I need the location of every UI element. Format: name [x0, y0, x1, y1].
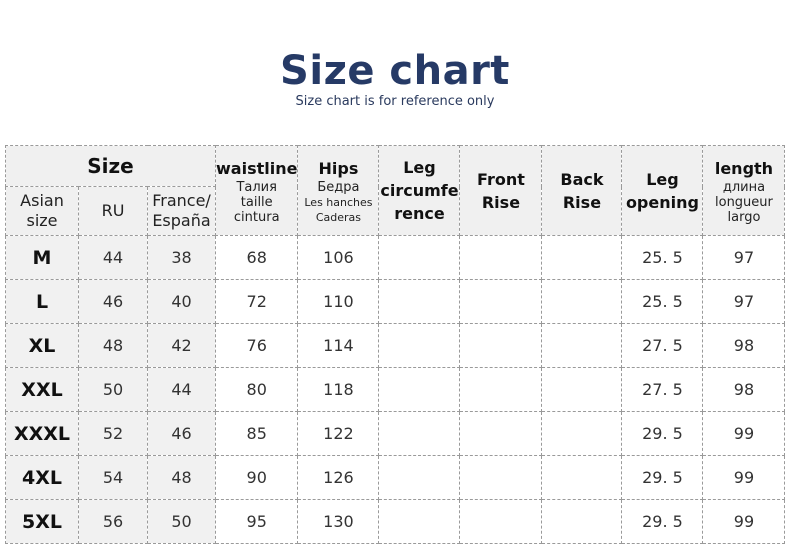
cell-leg-opening: 25. 5 — [621, 235, 704, 280]
cell-size: XXXL — [5, 411, 79, 456]
header-length: length длина longueur largo — [702, 145, 786, 236]
cell-size: XL — [5, 323, 79, 368]
cell-hips: 126 — [297, 455, 380, 500]
cell-length: 99 — [702, 499, 786, 544]
cell-front-rise — [459, 455, 543, 500]
header-asian-size: Asian size — [5, 186, 79, 236]
cell-back-rise — [541, 455, 623, 500]
cell-size: M — [5, 235, 79, 280]
cell-front-rise — [459, 411, 543, 456]
cell-leg-opening: 29. 5 — [621, 455, 704, 500]
cell-hips: 118 — [297, 367, 380, 412]
page-subtitle: Size chart is for reference only — [295, 94, 495, 109]
header-leg-opening: Leg opening — [621, 145, 704, 236]
cell-length: 98 — [702, 367, 786, 412]
header-ru: RU — [78, 186, 148, 236]
header-back-rise: Back Rise — [541, 145, 623, 236]
cell-length: 98 — [702, 323, 786, 368]
cell-france: 38 — [147, 235, 216, 280]
cell-front-rise — [459, 367, 543, 412]
cell-france: 50 — [147, 499, 216, 544]
cell-hips: 106 — [297, 235, 380, 280]
table-row: L 46 40 72 110 25. 5 97 — [5, 279, 786, 324]
cell-leg-opening: 29. 5 — [621, 499, 704, 544]
cell-leg-circ — [378, 323, 461, 368]
cell-back-rise — [541, 499, 623, 544]
cell-back-rise — [541, 279, 623, 324]
header-waistline: waistline Талия taille cintura — [214, 145, 299, 236]
table-row: 4XL 54 48 90 126 29. 5 99 — [5, 455, 786, 500]
cell-size: L — [5, 279, 79, 324]
cell-length: 97 — [702, 235, 786, 280]
cell-ru: 56 — [78, 499, 148, 544]
cell-leg-circ — [378, 411, 461, 456]
cell-ru: 48 — [78, 323, 148, 368]
cell-leg-circ — [378, 235, 461, 280]
header-size: Size — [5, 145, 216, 187]
cell-back-rise — [541, 411, 623, 456]
cell-hips: 130 — [297, 499, 380, 544]
cell-front-rise — [459, 499, 543, 544]
cell-leg-opening: 27. 5 — [621, 323, 704, 368]
cell-france: 46 — [147, 411, 216, 456]
cell-waist: 90 — [214, 455, 299, 500]
cell-hips: 122 — [297, 411, 380, 456]
table-row: 5XL 56 50 95 130 29. 5 99 — [5, 499, 786, 544]
cell-back-rise — [541, 367, 623, 412]
cell-leg-circ — [378, 499, 461, 544]
cell-size: 4XL — [5, 455, 79, 500]
cell-waist: 95 — [214, 499, 299, 544]
header-hips: Hips Бедра Les hanches Caderas — [297, 145, 380, 236]
cell-front-rise — [459, 323, 543, 368]
table-row: XL 48 42 76 114 27. 5 98 — [5, 323, 786, 368]
cell-france: 42 — [147, 323, 216, 368]
header-leg-circumference: Leg circumfe rence — [378, 145, 461, 236]
cell-leg-opening: 25. 5 — [621, 279, 704, 324]
table-row: M 44 38 68 106 25. 5 97 — [5, 235, 786, 280]
cell-leg-circ — [378, 367, 461, 412]
cell-ru: 52 — [78, 411, 148, 456]
cell-france: 44 — [147, 367, 216, 412]
cell-waist: 85 — [214, 411, 299, 456]
cell-front-rise — [459, 235, 543, 280]
cell-back-rise — [541, 323, 623, 368]
cell-waist: 76 — [214, 323, 299, 368]
cell-waist: 80 — [214, 367, 299, 412]
cell-leg-circ — [378, 279, 461, 324]
cell-waist: 68 — [214, 235, 299, 280]
cell-length: 99 — [702, 411, 786, 456]
cell-leg-circ — [378, 455, 461, 500]
cell-ru: 50 — [78, 367, 148, 412]
cell-front-rise — [459, 279, 543, 324]
cell-ru: 46 — [78, 279, 148, 324]
cell-france: 40 — [147, 279, 216, 324]
cell-hips: 110 — [297, 279, 380, 324]
cell-leg-opening: 29. 5 — [621, 411, 704, 456]
header-france: France/ España — [147, 186, 216, 236]
cell-hips: 114 — [297, 323, 380, 368]
table-row: XXXL 52 46 85 122 29. 5 99 — [5, 411, 786, 456]
cell-ru: 54 — [78, 455, 148, 500]
header-front-rise: Front Rise — [459, 145, 543, 236]
cell-leg-opening: 27. 5 — [621, 367, 704, 412]
table-row: XXL 50 44 80 118 27. 5 98 — [5, 367, 786, 412]
size-chart-table: Size waistline Талия taille cintura Hips… — [5, 145, 786, 544]
cell-length: 97 — [702, 279, 786, 324]
cell-waist: 72 — [214, 279, 299, 324]
page-title: Size chart — [280, 48, 510, 94]
cell-size: XXL — [5, 367, 79, 412]
cell-length: 99 — [702, 455, 786, 500]
cell-france: 48 — [147, 455, 216, 500]
cell-ru: 44 — [78, 235, 148, 280]
cell-size: 5XL — [5, 499, 79, 544]
cell-back-rise — [541, 235, 623, 280]
